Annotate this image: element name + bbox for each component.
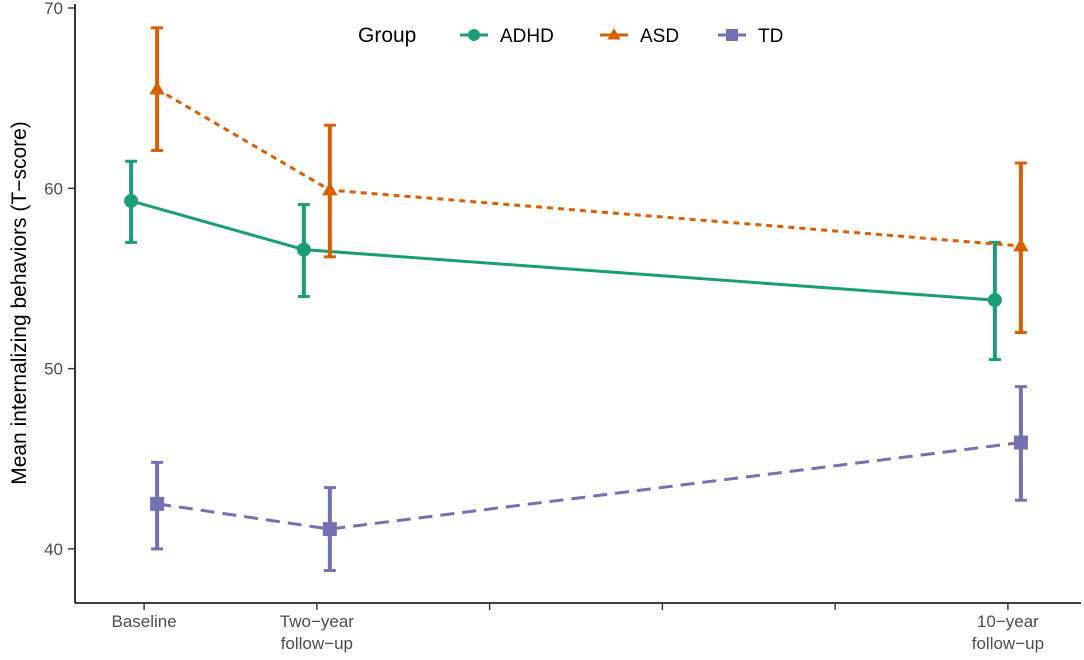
x-tick-label: follow−up	[281, 634, 353, 653]
data-point-td	[150, 496, 165, 511]
legend-key-marker-td	[726, 29, 738, 41]
legend-label-adhd: ADHD	[500, 26, 554, 47]
legend-key-marker-adhd	[468, 29, 480, 41]
data-point-asd	[149, 81, 165, 95]
plot-area	[124, 26, 1029, 573]
data-point-td	[322, 522, 337, 537]
data-point-adhd	[296, 242, 311, 257]
x-tick-label: follow−up	[972, 634, 1044, 653]
series-asd	[149, 26, 1029, 335]
y-tick-label: 40	[44, 540, 63, 559]
x-tick-label: 10−year	[977, 612, 1039, 631]
y-tick-label: 60	[44, 179, 63, 198]
legend: Group ADHD ASD TD	[358, 24, 783, 47]
y-axis-title: Mean internalizing behaviors (T−score)	[8, 121, 31, 485]
y-tick-label: 70	[44, 0, 63, 18]
y-tick-label: 50	[44, 360, 63, 379]
x-tick-label: Two−year	[280, 612, 355, 631]
series-line-td	[156, 441, 1022, 531]
legend-key-marker-asd	[607, 28, 621, 40]
legend-item-adhd: ADHD	[460, 26, 554, 47]
data-point-asd	[1013, 238, 1029, 252]
x-tick-label: Baseline	[111, 612, 176, 631]
data-point-adhd	[987, 293, 1002, 308]
data-point-td	[1013, 435, 1028, 450]
series-adhd	[124, 159, 1002, 362]
series-td	[150, 385, 1028, 573]
data-point-asd	[322, 182, 338, 196]
axes: 40 50 60 70 Baseline Two−year follow−up 10−year…	[44, 0, 1081, 653]
data-point-adhd	[124, 193, 139, 208]
legend-item-asd: ASD	[600, 26, 679, 47]
legend-item-td: TD	[718, 26, 783, 47]
legend-title: Group	[358, 24, 416, 47]
legend-label-td: TD	[758, 26, 783, 47]
legend-label-asd: ASD	[640, 26, 679, 47]
